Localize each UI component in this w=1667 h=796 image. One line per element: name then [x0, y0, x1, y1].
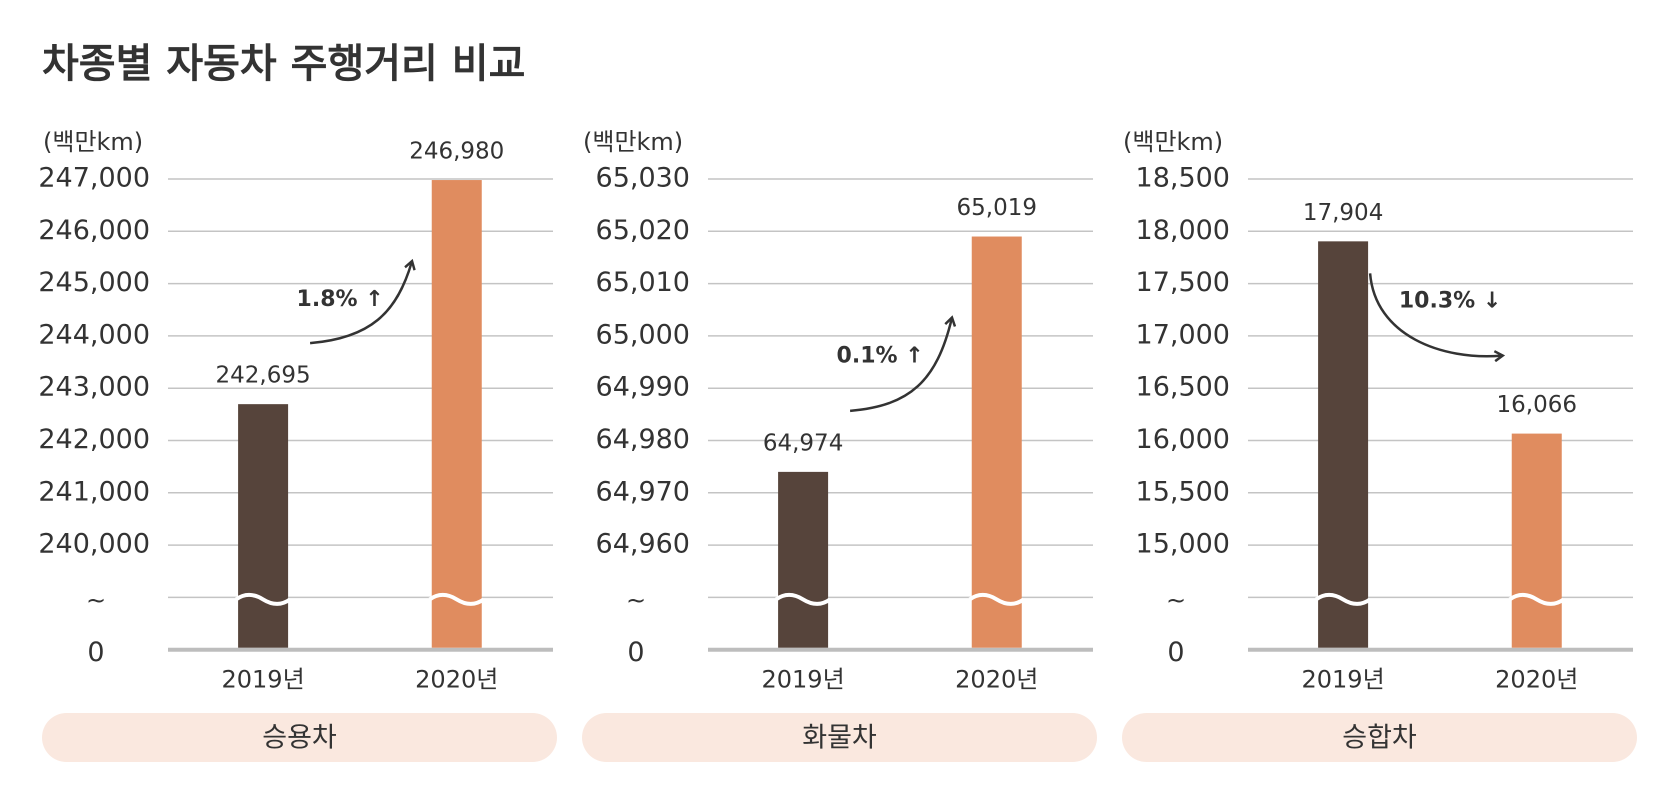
annotation: 10.3% ↓ — [1399, 288, 1501, 313]
y-tick-label: 241,000 — [38, 476, 150, 507]
x-tick-label: 2020년 — [955, 666, 1038, 694]
y-tick-label: 17,500 — [1136, 267, 1230, 298]
y-tick-label: 18,500 — [1136, 163, 1230, 194]
y-tick-label: 244,000 — [38, 319, 150, 350]
y-tick-label: 17,000 — [1136, 319, 1230, 350]
annotation: 1.8% ↑ — [297, 287, 384, 312]
bar — [1318, 241, 1369, 648]
page-title: 차종별 자동차 주행거리 비교 — [42, 41, 525, 87]
y-tick-label: 65,020 — [596, 215, 690, 246]
y-tick-label: 64,960 — [596, 529, 690, 560]
trend-arrow — [1368, 273, 1502, 356]
bar-break — [1508, 592, 1565, 606]
value-label: 16,066 — [1497, 392, 1577, 418]
y-tick-label: 16,500 — [1136, 372, 1230, 403]
y-tick-label: 0 — [87, 637, 104, 668]
x-tick-label: 2020년 — [1495, 666, 1578, 694]
bar-break — [1314, 592, 1372, 606]
bar — [971, 236, 1022, 648]
bar — [1511, 433, 1562, 648]
y-tick-label: 242,000 — [38, 424, 150, 455]
y-tick-label: 64,970 — [596, 476, 690, 507]
annotation: 0.1% ↑ — [837, 344, 924, 369]
trend-arrow — [849, 319, 952, 413]
y-tick-label: 240,000 — [38, 529, 150, 560]
y-tick-label: 64,980 — [596, 424, 690, 455]
y-tick-label: 15,000 — [1136, 529, 1230, 560]
trend-arrow — [309, 262, 412, 345]
y-tick-label: 246,000 — [38, 215, 150, 246]
x-tick-label: 2019년 — [222, 666, 305, 694]
bar-break — [774, 592, 832, 606]
y-tick-label: 15,500 — [1136, 476, 1230, 507]
y-tick-label: 245,000 — [38, 267, 150, 298]
value-label: 242,695 — [216, 363, 311, 389]
panel-label-bg — [1122, 713, 1637, 762]
x-tick-label: 2020년 — [415, 666, 498, 694]
y-tick-label: 0 — [1167, 637, 1184, 668]
unit-label: (백만km) — [1123, 128, 1223, 156]
panel-label: 승용차 — [262, 723, 337, 754]
value-label: 246,980 — [409, 139, 504, 165]
x-tick-label: 2019년 — [1302, 666, 1385, 694]
bar-break — [428, 592, 485, 606]
bar-break — [234, 592, 292, 606]
unit-label: (백만km) — [583, 128, 683, 156]
y-tick-label: 65,010 — [596, 267, 690, 298]
unit-label: (백만km) — [43, 128, 143, 156]
y-tick-label: 64,990 — [596, 372, 690, 403]
bar-break — [968, 592, 1025, 606]
panel-label: 승합차 — [1342, 723, 1417, 754]
bar — [778, 471, 829, 648]
axis-break-label: ~ — [626, 586, 646, 614]
y-tick-label: 247,000 — [38, 163, 150, 194]
axis-break-label: ~ — [86, 586, 106, 614]
y-tick-label: 65,030 — [596, 163, 690, 194]
y-tick-label: 65,000 — [596, 319, 690, 350]
x-tick-label: 2019년 — [762, 666, 845, 694]
y-tick-label: 16,000 — [1136, 424, 1230, 455]
y-tick-label: 18,000 — [1136, 215, 1230, 246]
panel-label: 화물차 — [802, 723, 877, 754]
value-label: 65,019 — [957, 195, 1037, 221]
panel-label-bg — [42, 713, 557, 762]
bar — [238, 404, 289, 648]
value-label: 64,974 — [763, 430, 843, 456]
value-label: 17,904 — [1303, 200, 1383, 226]
panel-label-bg — [582, 713, 1097, 762]
bar — [431, 180, 482, 648]
y-tick-label: 243,000 — [38, 372, 150, 403]
axis-break-label: ~ — [1166, 586, 1186, 614]
y-tick-label: 0 — [627, 637, 644, 668]
